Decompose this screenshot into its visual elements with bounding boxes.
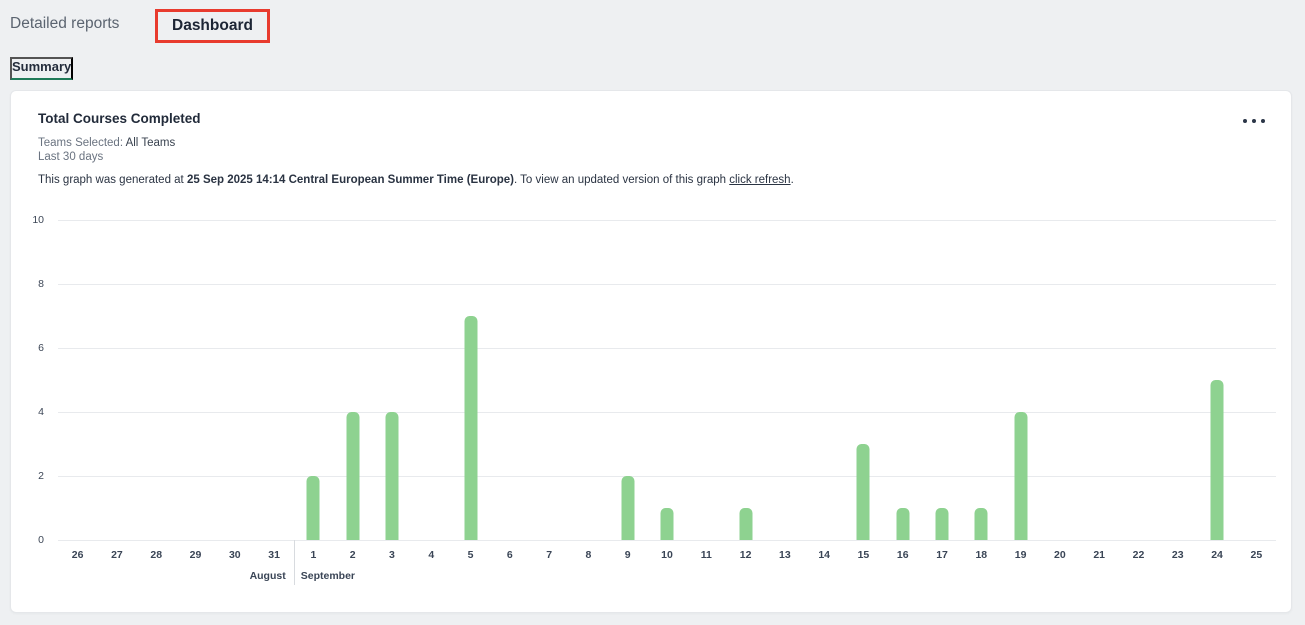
- x-axis-tick: 15: [857, 549, 870, 561]
- tab-dashboard[interactable]: Dashboard: [172, 17, 253, 34]
- gridline: [58, 284, 1276, 285]
- x-axis-tick: 13: [779, 549, 791, 561]
- y-axis-tick: 6: [38, 342, 44, 354]
- month-label: September: [300, 570, 356, 582]
- x-axis-tick: 2: [349, 549, 356, 561]
- ellipsis-icon: [1252, 119, 1256, 123]
- x-axis-tick: 28: [150, 549, 163, 561]
- x-axis-tick: 26: [71, 549, 84, 561]
- x-axis-tick: 6: [506, 549, 513, 561]
- x-axis-tick: 10: [661, 549, 673, 561]
- x-axis-tick: 27: [111, 549, 123, 561]
- dashboard-highlight-box: Dashboard: [155, 9, 270, 43]
- teams-selected-value: All Teams: [125, 137, 176, 149]
- bar: [896, 508, 910, 540]
- gridline: [58, 540, 1276, 541]
- bar: [974, 508, 988, 540]
- x-axis-tick: 11: [700, 549, 712, 561]
- x-axis-tick: 31: [268, 549, 280, 561]
- teams-selected-label: Teams Selected:: [38, 137, 126, 149]
- generated-middle: . To view an updated version of this gra…: [513, 174, 730, 186]
- x-axis-tick: 21: [1093, 549, 1106, 561]
- month-label: August: [249, 570, 286, 582]
- report-card: Total Courses Completed Teams Selected: …: [10, 90, 1292, 613]
- ellipsis-icon: [1243, 119, 1247, 123]
- y-axis-tick: 2: [38, 470, 44, 482]
- gridline: [58, 348, 1276, 349]
- x-axis-tick: 30: [228, 549, 241, 561]
- generated-prefix: This graph was generated at: [38, 174, 187, 186]
- bar: [621, 476, 635, 540]
- x-axis-tick: 9: [624, 549, 631, 561]
- x-axis-tick: 20: [1054, 549, 1066, 561]
- y-axis-tick: 10: [32, 214, 44, 226]
- x-axis-tick: 22: [1132, 549, 1145, 561]
- x-axis-tick: 29: [189, 549, 202, 561]
- card-menu-button[interactable]: [1239, 113, 1269, 129]
- y-axis-tick: 4: [38, 406, 44, 418]
- bar: [739, 508, 753, 540]
- x-axis-tick: 7: [546, 549, 553, 561]
- x-axis-tick: 16: [896, 549, 909, 561]
- generated-suffix: .: [790, 174, 794, 186]
- tab-detailed-reports[interactable]: Detailed reports: [10, 15, 120, 32]
- gridline: [58, 412, 1276, 413]
- card-title: Total Courses Completed: [38, 111, 201, 126]
- x-axis-tick: 12: [739, 549, 752, 561]
- x-axis-tick: 18: [975, 549, 988, 561]
- bar-chart: 0 2 4 6 8 10 26 27 28 29 30 31 1 2 3 4 5 6 7 8 9 10 11 12 13 14 15…: [32, 214, 1276, 585]
- x-axis-tick: 23: [1171, 549, 1184, 561]
- y-axis-tick: 0: [38, 534, 44, 546]
- month-divider: [293, 540, 295, 585]
- x-axis-tick: 8: [585, 549, 592, 561]
- x-axis-tick: 4: [428, 549, 435, 561]
- x-axis-tick: 14: [818, 549, 830, 561]
- x-axis-tick: 24: [1211, 549, 1223, 561]
- bar: [464, 316, 478, 540]
- bar: [346, 412, 360, 540]
- bar: [660, 508, 674, 540]
- x-axis-tick: 25: [1250, 549, 1263, 561]
- x-axis-tick: 1: [310, 549, 317, 561]
- generated-timestamp: 25 Sep 2025 14:14 Central European Summe…: [186, 174, 514, 186]
- bar: [1210, 380, 1224, 540]
- refresh-link[interactable]: click refresh: [729, 174, 791, 186]
- bar: [1014, 412, 1028, 540]
- x-axis-tick: 5: [467, 549, 474, 561]
- x-axis-tick: 3: [389, 549, 395, 561]
- period-label: Last 30 days: [38, 151, 104, 163]
- bar: [385, 412, 399, 540]
- bar: [306, 476, 320, 540]
- generated-at-line: This graph was generated at 25 Sep 2025 …: [38, 174, 794, 186]
- ellipsis-icon: [1261, 119, 1265, 123]
- tab-summary[interactable]: Summary: [10, 57, 74, 80]
- teams-selected-line: Teams Selected: All Teams: [38, 137, 175, 149]
- bar: [935, 508, 949, 540]
- bar: [856, 444, 870, 540]
- x-axis-tick: 17: [936, 549, 948, 561]
- gridline: [58, 220, 1276, 221]
- y-axis-tick: 8: [38, 278, 44, 290]
- gridline: [58, 476, 1276, 477]
- x-axis-tick: 19: [1014, 549, 1027, 561]
